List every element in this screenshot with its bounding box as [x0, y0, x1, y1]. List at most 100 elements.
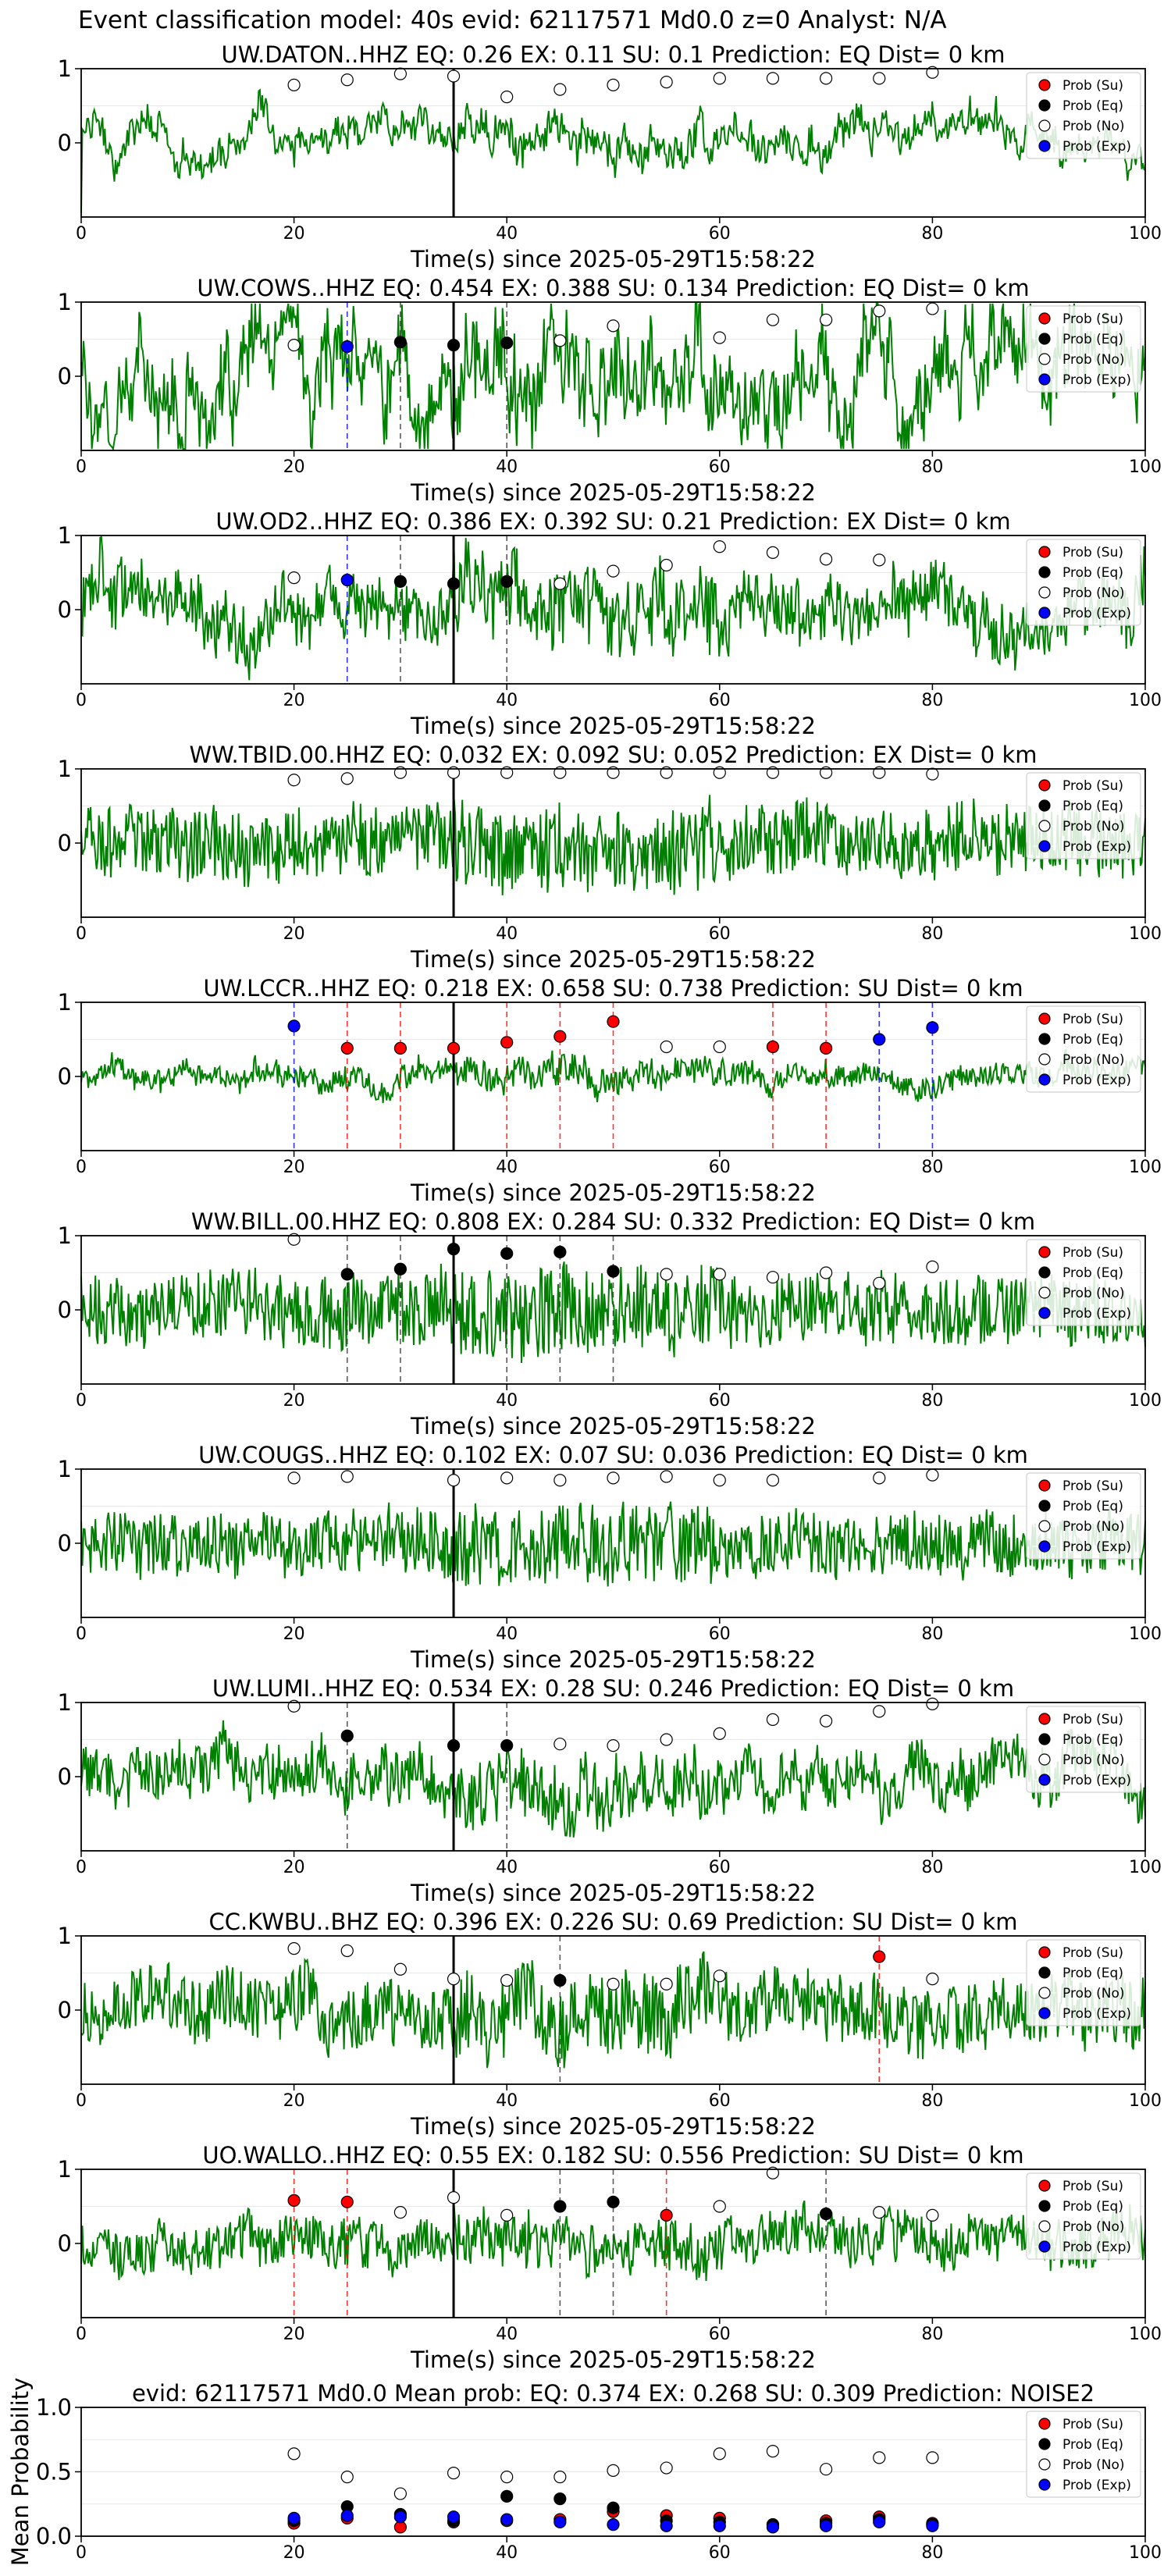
x-tick-label: 80: [921, 1391, 943, 1411]
subplot-title: UW.OD2..HHZ EQ: 0.386 EX: 0.392 SU: 0.21…: [215, 508, 1010, 535]
prob-marker-eq: [393, 1262, 408, 1276]
legend-box: [1026, 1706, 1141, 1793]
prob-marker-no: [873, 553, 886, 567]
legend-label: Prob (Su): [1062, 78, 1123, 94]
subplot-1: UW.DATON..HHZ EQ: 0.26 EX: 0.11 SU: 0.1 …: [58, 41, 1162, 272]
subplot-title: UW.COWS..HHZ EQ: 0.454 EX: 0.388 SU: 0.1…: [197, 275, 1029, 301]
legend-label: Prob (No): [1062, 1986, 1125, 2001]
mean-prob-point-no: [873, 2451, 886, 2464]
x-tick-label: 20: [283, 691, 305, 710]
mean-prob-point-exp: [819, 2519, 833, 2532]
legend-label: Prob (Exp): [1062, 2240, 1131, 2255]
prob-marker-no: [819, 313, 833, 326]
mean-prob-point-no: [393, 2487, 408, 2500]
prob-marker-no: [873, 1705, 886, 1718]
prob-marker-no: [713, 2200, 726, 2213]
legend-marker-exp: [1038, 2240, 1051, 2253]
legend-label: Prob (Exp): [1062, 1073, 1131, 1088]
x-axis-label: Time(s) since 2025-05-29T15:58:22: [410, 1646, 816, 1673]
legend-marker-no: [1038, 2458, 1051, 2471]
legend-marker-su: [1038, 779, 1051, 792]
mean-prob-point-no: [766, 2445, 780, 2458]
legend-label: Prob (Exp): [1062, 139, 1131, 155]
mean-prob-point-no: [819, 2463, 833, 2476]
x-tick-label: 40: [496, 2325, 518, 2344]
legend-marker-eq: [1038, 1500, 1051, 1512]
legend-label: Prob (Exp): [1062, 372, 1131, 388]
x-tick-label: 40: [496, 691, 518, 710]
legend-label: Prob (No): [1062, 1052, 1125, 1068]
x-axis-label: Time(s) since 2025-05-29T15:58:22: [410, 946, 816, 973]
prob-marker-no: [447, 766, 461, 779]
legend: Prob (Su) Prob (Eq) Prob (No) Prob (Exp): [1026, 2172, 1141, 2260]
mean-prob-point-exp: [926, 2519, 939, 2532]
prob-marker-su: [393, 1041, 408, 1055]
mean-prob-point-exp: [393, 2510, 408, 2524]
legend-marker-no: [1038, 1053, 1051, 1066]
x-tick-label: 100: [1129, 1858, 1162, 1877]
legend-marker-su: [1038, 2179, 1051, 2192]
legend-marker-no: [1038, 119, 1051, 132]
x-tick-label: 60: [709, 1624, 731, 1644]
subplot-6: WW.BILL.00.HHZ EQ: 0.808 EX: 0.284 SU: 0…: [58, 1208, 1162, 1439]
legend-label: Prob (Eq): [1062, 1732, 1123, 1748]
legend-label: Prob (Su): [1062, 545, 1123, 560]
prob-marker-no: [500, 766, 514, 779]
y-tick-label: 0: [58, 596, 72, 623]
prob-marker-exp: [287, 1019, 301, 1033]
prob-marker-eq: [553, 2200, 567, 2213]
x-axis-label: Time(s) since 2025-05-29T15:58:22: [410, 2347, 816, 2373]
legend-box: [1026, 305, 1141, 393]
legend-label: Prob (Eq): [1062, 332, 1123, 347]
subplot-title: UW.DATON..HHZ EQ: 0.26 EX: 0.11 SU: 0.1 …: [222, 41, 1005, 68]
y-tick-label: 0.5: [36, 2459, 72, 2485]
subplot-8: UW.LUMI..HHZ EQ: 0.534 EX: 0.28 SU: 0.24…: [58, 1675, 1162, 1906]
prob-marker-eq: [393, 336, 408, 349]
legend-marker-exp: [1038, 2478, 1051, 2491]
prob-marker-no: [926, 1973, 939, 1986]
prob-marker-no: [926, 1468, 939, 1482]
x-tick-label: 100: [1129, 2091, 1162, 2111]
legend-marker-su: [1038, 1946, 1051, 1959]
prob-marker-no: [500, 1471, 514, 1485]
prob-marker-no: [393, 2206, 408, 2219]
subplot-7: UW.COUGS..HHZ EQ: 0.102 EX: 0.07 SU: 0.0…: [58, 1442, 1162, 1673]
prob-marker-no: [553, 83, 567, 96]
prob-marker-no: [500, 90, 514, 104]
x-tick-label: 60: [709, 2325, 731, 2344]
legend-label: Prob (Exp): [1062, 2478, 1131, 2493]
subplot-title: UO.WALLO..HHZ EQ: 0.55 EX: 0.182 SU: 0.5…: [202, 2142, 1023, 2169]
prob-marker-no: [607, 1977, 620, 1991]
prob-marker-no: [766, 72, 780, 85]
legend-label: Prob (Eq): [1062, 98, 1123, 114]
legend: Prob (Su) Prob (Eq) Prob (No) Prob (Exp): [1026, 1239, 1141, 1326]
legend-marker-exp: [1038, 140, 1051, 152]
y-tick-label: 0: [58, 130, 72, 156]
prob-marker-su: [607, 1015, 620, 1028]
legend-label: Prob (No): [1062, 1752, 1125, 1768]
legend-label: Prob (Exp): [1062, 606, 1131, 621]
x-tick-label: 40: [496, 1158, 518, 1177]
prob-marker-no: [713, 1040, 726, 1054]
prob-marker-no: [713, 1268, 726, 1281]
legend-label: Prob (Su): [1062, 2179, 1123, 2194]
prob-marker-no: [553, 577, 567, 590]
prob-marker-no: [287, 339, 301, 352]
prob-marker-no: [287, 78, 301, 92]
prob-marker-no: [447, 69, 461, 83]
prob-marker-no: [713, 1969, 726, 1983]
prob-marker-eq: [500, 1247, 514, 1260]
x-tick-label: 80: [921, 2091, 943, 2111]
mean-prob-point-exp: [553, 2515, 567, 2528]
prob-marker-su: [660, 2208, 673, 2222]
prob-marker-eq: [553, 1245, 567, 1259]
x-tick-label: 0: [76, 1391, 87, 1411]
y-tick-label: 1: [58, 989, 72, 1016]
subplot-10: UO.WALLO..HHZ EQ: 0.55 EX: 0.182 SU: 0.5…: [58, 2142, 1162, 2373]
prob-marker-no: [287, 1699, 301, 1713]
legend-marker-su: [1038, 1012, 1051, 1025]
prob-marker-no: [926, 1697, 939, 1710]
x-tick-label: 80: [921, 224, 943, 244]
y-tick-label: 0.0: [36, 2523, 72, 2549]
prob-marker-no: [447, 1474, 461, 1487]
